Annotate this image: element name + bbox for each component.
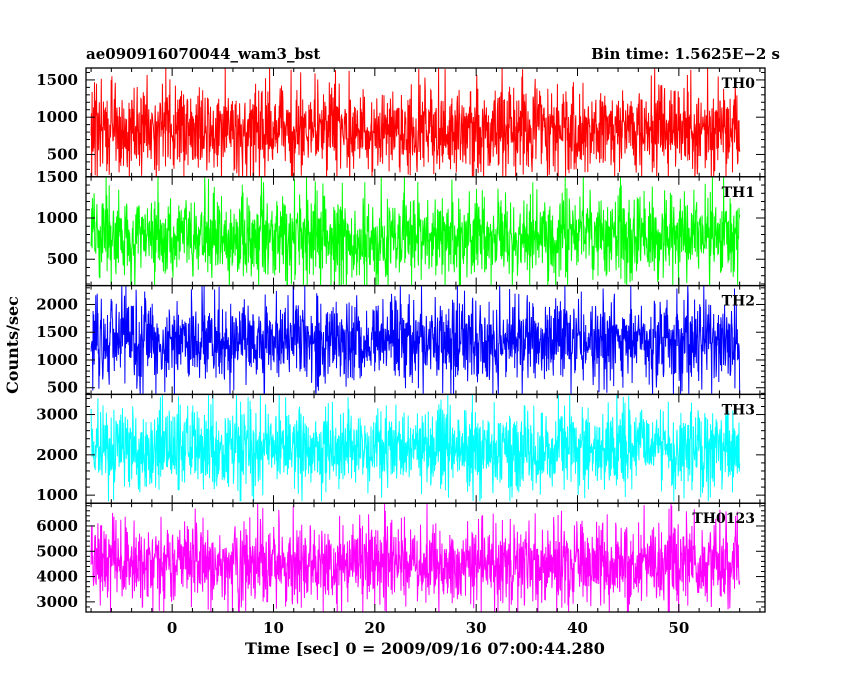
y-tick-label: 1500: [36, 168, 78, 186]
y-tick-label: 3000: [36, 593, 78, 611]
panel-th2: 500 1000 1500 2000 TH2: [36, 284, 766, 397]
y-tick-label: 500: [47, 250, 78, 268]
figure-title: ae090916070044_wam3_bst: [86, 45, 320, 63]
y-tick-label: 1000: [36, 486, 78, 504]
y-tick-label: 2000: [36, 446, 78, 464]
series-line-th3: [90, 394, 741, 502]
y-tick-label: 2000: [36, 295, 78, 313]
panel-th1: 500 1000 1500 TH1: [36, 168, 766, 287]
series-line-th0: [90, 68, 741, 177]
panel-label-th0: TH0: [722, 76, 756, 92]
panels-group: 500 1000 1500 TH0 500 1000 1500 TH1 500 1000 1500 2…: [36, 67, 766, 613]
y-tick-label: 500: [47, 145, 78, 163]
y-tick-label: 6000: [36, 517, 78, 535]
series-line-th2: [90, 285, 741, 395]
x-tick-label: 50: [668, 619, 689, 637]
panel-label-th1: TH1: [722, 185, 755, 201]
x-tick-label: 40: [567, 619, 588, 637]
y-tick-label: 1000: [36, 108, 78, 126]
panel-th0: 500 1000 1500 TH0: [36, 67, 766, 178]
panel-th0123: 3000 4000 5000 6000 TH0123: [36, 502, 766, 613]
y-tick-label: 1500: [36, 323, 78, 341]
x-axis-title: Time [sec] 0 = 2009/09/16 07:00:44.280: [245, 639, 605, 658]
panel-label-th0123: TH0123: [692, 511, 755, 527]
x-tick-label: 20: [364, 619, 385, 637]
series-line-th1: [90, 176, 741, 286]
panel-th3: 1000 2000 3000 TH3: [36, 393, 766, 504]
series-line-th0123: [90, 503, 741, 613]
y-tick-label: 4000: [36, 568, 78, 586]
panel-label-th2: TH2: [722, 294, 755, 310]
y-tick-label: 5000: [36, 542, 78, 560]
y-tick-label: 1000: [36, 209, 78, 227]
x-axis: 0 10 20 30 40 50: [167, 619, 689, 637]
y-tick-label: 1500: [36, 71, 78, 89]
y-tick-label: 3000: [36, 406, 78, 424]
y-axis-title: Counts/sec: [3, 296, 22, 394]
x-tick-label: 10: [263, 619, 284, 637]
x-tick-label: 30: [466, 619, 487, 637]
panel-frame: [85, 502, 766, 613]
panel-label-th3: TH3: [722, 402, 755, 418]
y-tick-label: 500: [47, 379, 78, 397]
y-tick-label: 1000: [36, 351, 78, 369]
x-tick-label: 0: [167, 619, 177, 637]
bin-time-label: Bin time: 1.5625E−2 s: [591, 45, 780, 63]
